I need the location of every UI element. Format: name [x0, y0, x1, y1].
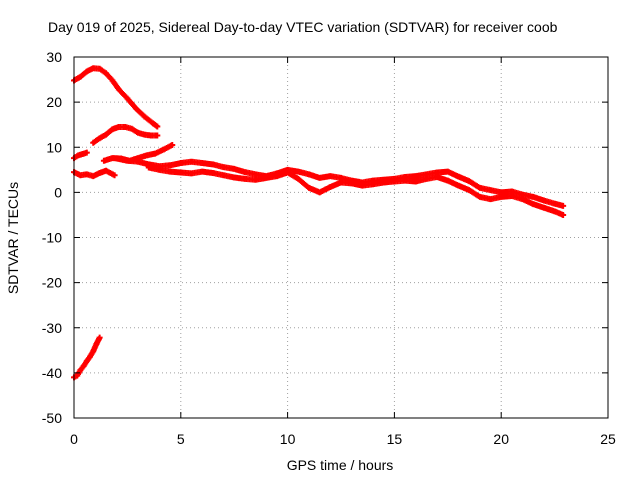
data-point — [560, 211, 567, 218]
data-point — [83, 149, 90, 156]
x-tick-label: 15 — [387, 431, 403, 447]
series-arc-8 — [145, 164, 567, 218]
data-point — [560, 202, 567, 209]
data-point — [169, 141, 176, 148]
y-axis-label: SDTVAR / TECUs — [5, 182, 21, 294]
x-tick-label: 0 — [70, 431, 78, 447]
data-point — [96, 334, 103, 341]
x-tick-label: 25 — [600, 431, 616, 447]
y-tick-label: 30 — [46, 49, 62, 65]
grid — [74, 57, 608, 418]
y-tick-label: 0 — [54, 184, 62, 200]
y-tick-label: 10 — [46, 139, 62, 155]
y-tick-label: -30 — [42, 320, 62, 336]
y-tick-label: -10 — [42, 230, 62, 246]
y-tick-label: -20 — [42, 275, 62, 291]
series-arc-1 — [71, 65, 161, 130]
axis-ticks: 0 5 10 15 20 25 30 20 10 0 -10 -20 -30 -40 -50 — [42, 49, 616, 447]
chart-title: Day 019 of 2025, Sidereal Day-to-day VTE… — [48, 19, 558, 35]
data-point — [154, 123, 161, 130]
y-tick-label: 20 — [46, 94, 62, 110]
y-tick-label: -50 — [42, 410, 62, 426]
y-tick-label: -40 — [42, 365, 62, 381]
data-point — [154, 132, 161, 139]
series-arc-5 — [71, 167, 118, 180]
x-tick-label: 20 — [493, 431, 509, 447]
x-axis-label: GPS time / hours — [287, 457, 394, 473]
series-arc-2 — [90, 123, 161, 146]
x-tick-label: 10 — [280, 431, 296, 447]
x-tick-label: 5 — [177, 431, 185, 447]
data-point — [111, 172, 118, 179]
